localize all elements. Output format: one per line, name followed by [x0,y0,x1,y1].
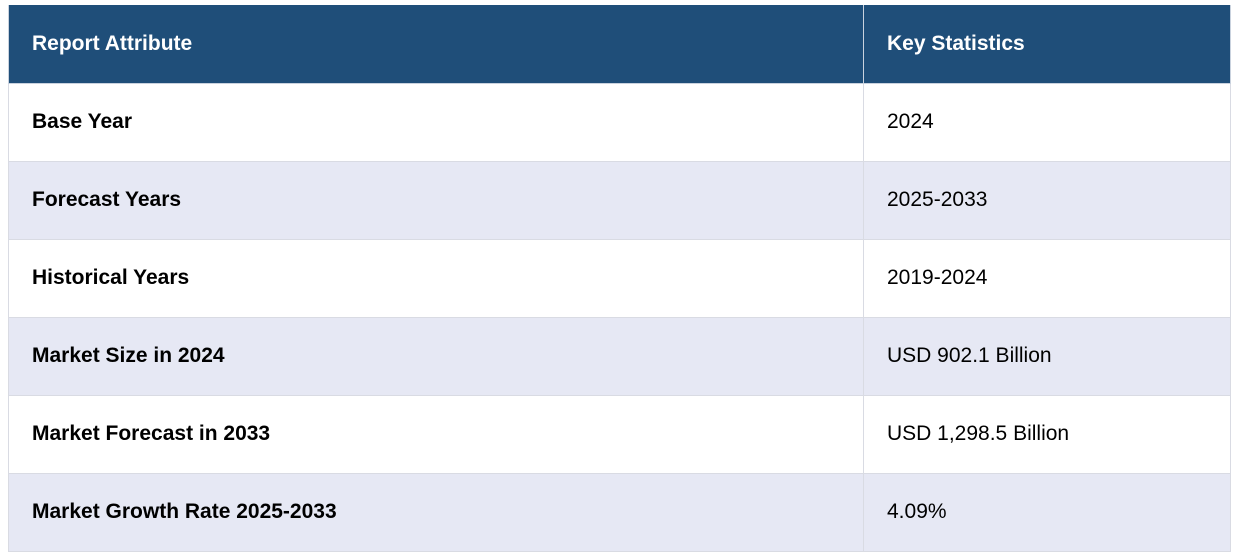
row-attribute: Market Size in 2024 [8,316,864,396]
table-row: Forecast Years 2025-2033 [8,160,1231,240]
header-report-attribute: Report Attribute [8,5,864,84]
table-row: Market Growth Rate 2025-2033 4.09% [8,472,1231,552]
row-value: 4.09% [863,472,1231,552]
table-row: Historical Years 2019-2024 [8,238,1231,318]
row-attribute: Market Growth Rate 2025-2033 [8,472,864,552]
row-attribute: Base Year [8,82,864,162]
table-row: Market Size in 2024 USD 902.1 Billion [8,316,1231,396]
row-attribute: Historical Years [8,238,864,318]
row-value: 2024 [863,82,1231,162]
table-header-row: Report Attribute Key Statistics [8,5,1231,84]
row-value: 2025-2033 [863,160,1231,240]
row-attribute: Forecast Years [8,160,864,240]
table-row: Base Year 2024 [8,82,1231,162]
header-key-statistics: Key Statistics [863,5,1231,84]
row-value: USD 1,298.5 Billion [863,394,1231,474]
row-value: 2019-2024 [863,238,1231,318]
report-statistics-table: Report Attribute Key Statistics Base Yea… [8,5,1231,552]
row-value: USD 902.1 Billion [863,316,1231,396]
table-row: Market Forecast in 2033 USD 1,298.5 Bill… [8,394,1231,474]
row-attribute: Market Forecast in 2033 [8,394,864,474]
